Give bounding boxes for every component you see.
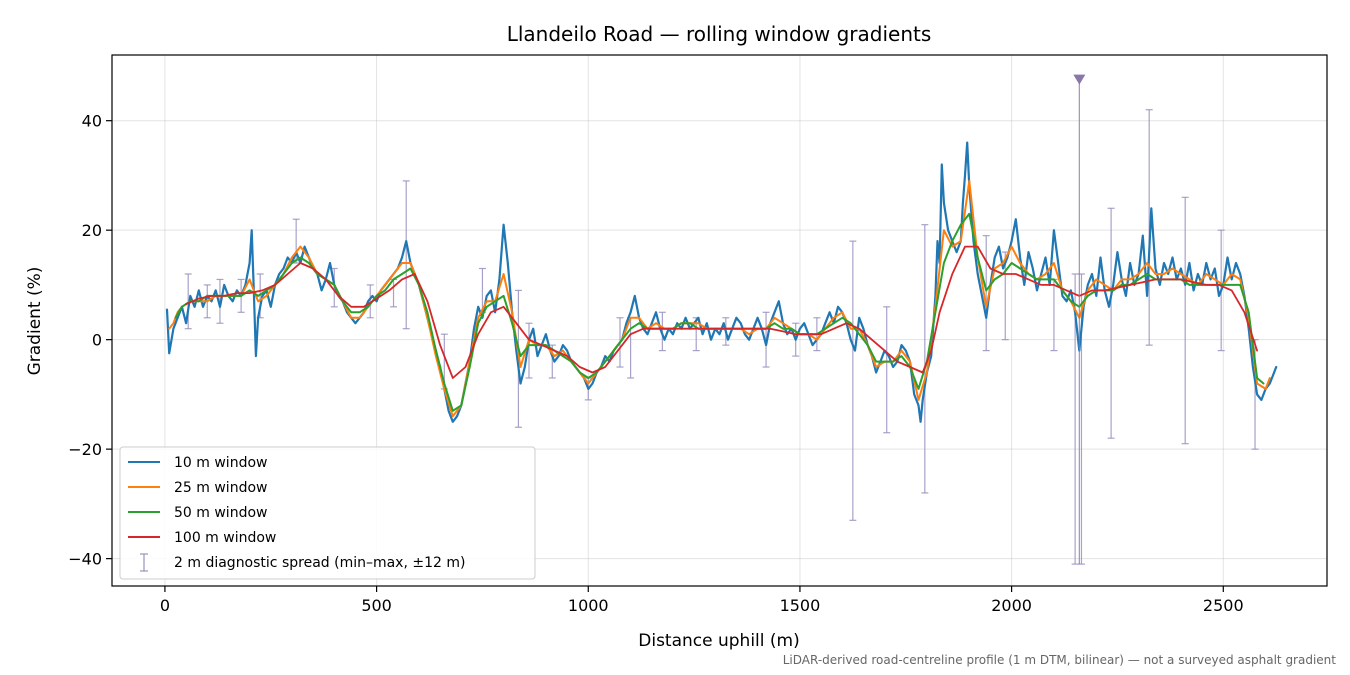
error-bar-24 — [849, 240, 857, 521]
series-line-100-m-window — [185, 245, 1258, 379]
x-tick-label-0: 0 — [160, 596, 170, 615]
x-axis-ticks: 0 500 1000 1500 2000 2500 — [160, 586, 1244, 615]
x-tick-label-3: 1500 — [780, 596, 821, 615]
y-tick-label-4: 40 — [82, 112, 102, 131]
series-line-10-m-window — [165, 141, 1278, 423]
error-bar-34 — [1181, 196, 1189, 445]
footnote: LiDAR-derived road-centreline profile (1… — [783, 653, 1337, 667]
series-lines — [165, 141, 1278, 423]
y-axis-ticks: −40 −20 0 20 40 — [68, 112, 112, 569]
y-tick-label-0: −40 — [68, 550, 102, 569]
y-tick-label-2: 0 — [92, 331, 102, 350]
x-tick-label-2: 1000 — [568, 596, 609, 615]
x-tick-label-5: 2500 — [1203, 596, 1244, 615]
error-bar-13 — [525, 322, 533, 379]
series-line-50-m-window — [174, 212, 1265, 412]
plot-area — [111, 54, 1328, 587]
x-tick-label-1: 500 — [361, 596, 392, 615]
legend: 10 m window 25 m window 50 m window 100 … — [119, 446, 536, 580]
legend-label-10m: 10 m window — [174, 455, 267, 471]
error-bar-27 — [982, 235, 990, 352]
legend-label-errorbar: 2 m diagnostic spread (min–max, ±12 m) — [174, 555, 465, 571]
chart-title: Llandeilo Road — rolling window gradient… — [507, 22, 932, 46]
y-tick-label-1: −20 — [68, 440, 102, 459]
error-bar-0 — [184, 273, 192, 330]
outlier-marker — [1073, 74, 1086, 565]
legend-label-25m: 25 m window — [174, 480, 267, 496]
legend-box — [119, 446, 536, 580]
legend-label-50m: 50 m window — [174, 505, 267, 521]
error-bar-9 — [402, 180, 410, 330]
error-bar-5 — [292, 218, 300, 264]
y-axis-label: Gradient (%) — [25, 267, 45, 376]
error-bar-25 — [883, 306, 891, 434]
legend-label-100m: 100 m window — [174, 530, 276, 546]
error-bar-32 — [1107, 207, 1115, 439]
error-bar-28 — [1001, 251, 1009, 341]
error-bar-7 — [366, 284, 374, 319]
y-tick-label-3: 20 — [82, 221, 102, 240]
x-tick-label-4: 2000 — [991, 596, 1032, 615]
outlier-marker-triangle — [1073, 74, 1086, 85]
error-bar-33 — [1145, 109, 1153, 346]
error-bar-26 — [921, 224, 929, 494]
x-axis-label: Distance uphill (m) — [638, 631, 799, 651]
legend-swatch-errorbar — [140, 553, 148, 572]
